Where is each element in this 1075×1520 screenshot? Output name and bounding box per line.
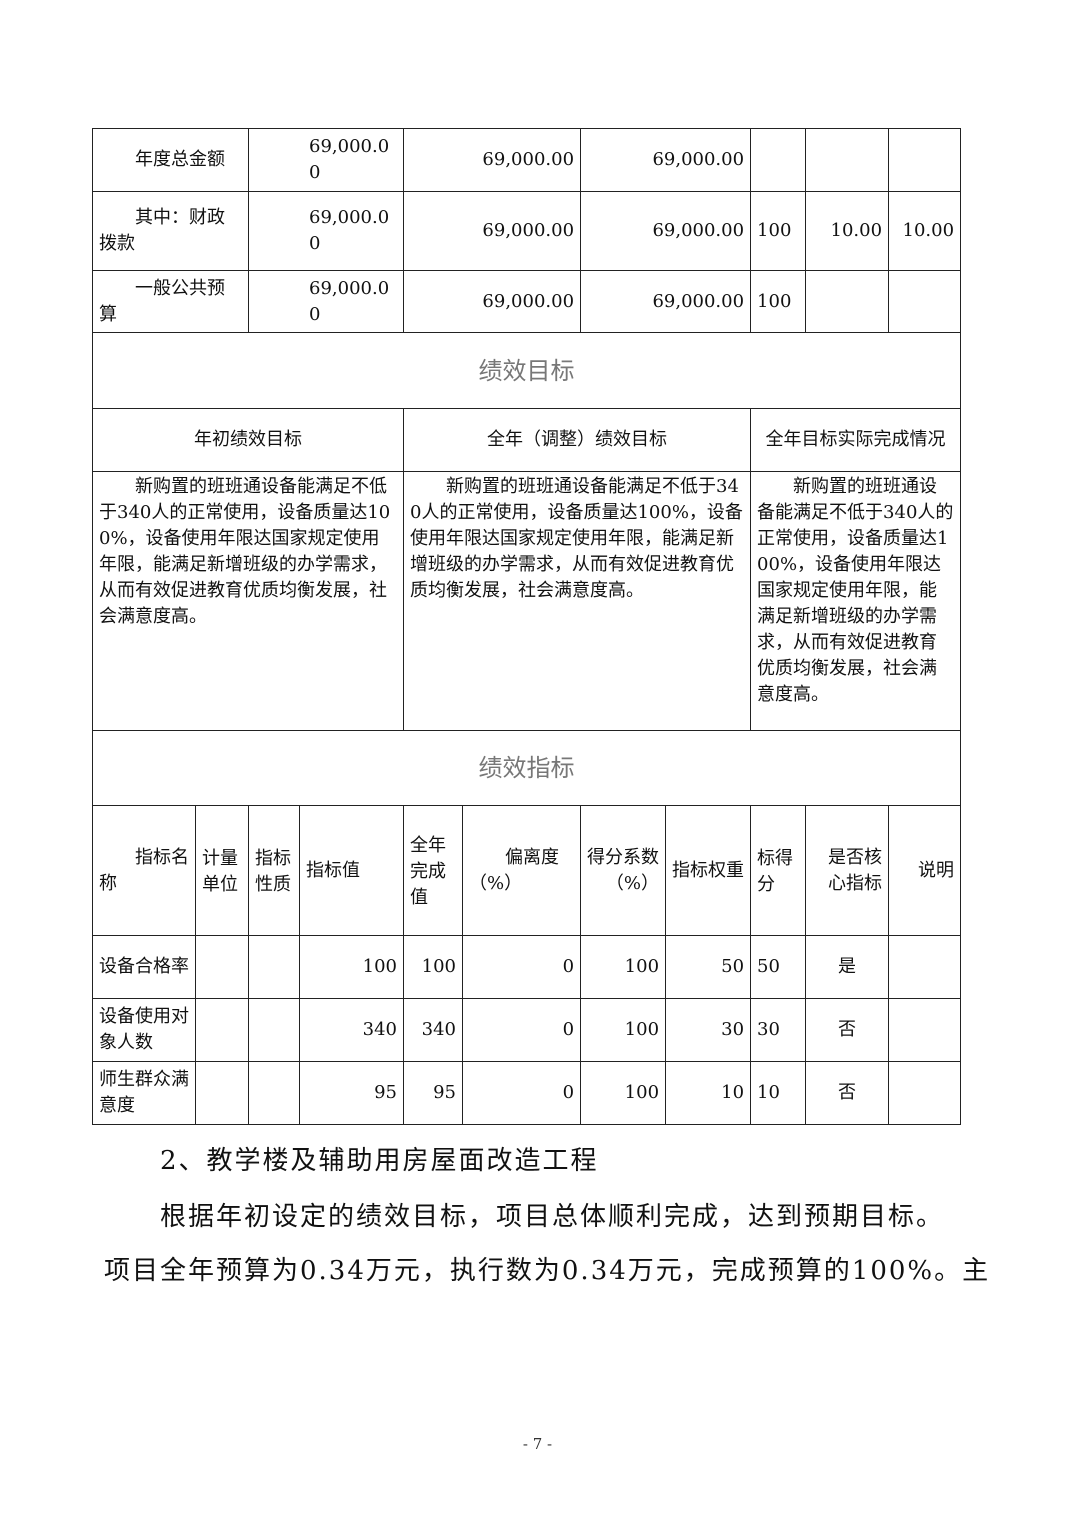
indicator-weight: 10	[665, 1061, 752, 1125]
indicator-actual: 340	[403, 998, 464, 1062]
score	[888, 128, 962, 192]
goal-text-actual: 新购置的班班通设备能满足不低于340人的正常使用，设备质量达100%，设备使用年…	[750, 471, 962, 731]
adjusted-budget: 69,000.00	[403, 270, 582, 333]
indicator-coef: 100	[580, 935, 667, 999]
indicator-header: 全年完成值	[403, 805, 464, 936]
goal-text-adjusted: 新购置的班班通设备能满足不低于340人的正常使用，设备质量达100%，设备使用年…	[403, 471, 752, 731]
executed-amount: 69,000.00	[580, 128, 752, 192]
indicator-header: 标得分	[750, 805, 807, 936]
indicator-nature	[248, 998, 300, 1062]
section-heading: 2、教学楼及辅助用房屋面改造工程	[160, 1146, 599, 1176]
execution-rate	[750, 128, 807, 192]
body-paragraph-line: 项目全年预算为0.34万元，执行数为0.34万元，完成预算的100%。主	[104, 1256, 991, 1286]
budget-row: 其中：财政拨款 69,000.00 69,000.00 69,000.00 100 10.…	[92, 191, 962, 271]
annual-budget: 69,000.00	[247, 128, 405, 192]
indicator-score: 30	[750, 998, 807, 1062]
indicator-header: 指标值	[298, 805, 405, 936]
indicator-header: 得分系数（%）	[580, 805, 667, 936]
indicator-score: 10	[750, 1061, 807, 1125]
indicator-note	[888, 998, 962, 1062]
indicator-coef: 100	[580, 1061, 667, 1125]
indicator-actual: 100	[403, 935, 464, 999]
indicator-note	[888, 1061, 962, 1125]
indicator-score: 50	[750, 935, 807, 999]
indicator-row: 设备使用对象人数 340 340 0 100 30 30 否	[92, 998, 962, 1062]
indicator-deviation: 0	[462, 998, 582, 1062]
indicator-unit	[195, 998, 249, 1062]
executed-amount: 69,000.00	[580, 191, 752, 271]
indicator-name: 设备使用对象人数	[92, 998, 196, 1062]
goal-header-adjusted: 全年（调整）绩效目标	[403, 408, 752, 472]
budget-row: 一般公共预算 69,000.00 69,000.00 69,000.00 100	[92, 270, 962, 333]
score-weight	[805, 270, 890, 333]
indicator-value: 100	[298, 935, 405, 999]
indicator-row: 设备合格率 100 100 0 100 50 50 是	[92, 935, 962, 999]
execution-rate: 100	[750, 191, 807, 271]
adjusted-budget: 69,000.00	[403, 191, 582, 271]
indicator-header: 指标权重	[665, 805, 752, 936]
indicator-core: 是	[805, 935, 890, 999]
goal-text-initial: 新购置的班班通设备能满足不低于340人的正常使用，设备质量达100%，设备使用年…	[91, 471, 405, 731]
indicator-actual: 95	[403, 1061, 464, 1125]
budget-row: 年度总金额 69,000.00 69,000.00 69,000.00	[92, 128, 962, 192]
indicator-name: 设备合格率	[92, 935, 196, 999]
indicator-unit	[195, 1061, 249, 1125]
executed-amount: 69,000.00	[580, 270, 752, 333]
indicator-value: 95	[298, 1061, 405, 1125]
budget-label: 其中：财政拨款	[92, 191, 249, 271]
goal-header-actual: 全年目标实际完成情况	[750, 408, 962, 472]
indicator-value: 340	[298, 998, 405, 1062]
indicator-header: 指标性质	[248, 805, 300, 936]
indicator-header: 计量单位	[195, 805, 249, 936]
indicator-header: 指标名称	[92, 805, 196, 936]
execution-rate: 100	[750, 270, 807, 333]
indicator-coef: 100	[580, 998, 667, 1062]
performance-table: 年度总金额 69,000.00 69,000.00 69,000.00 其中：财政拨款 6…	[91, 128, 962, 1125]
indicator-header: 偏离度（%）	[462, 805, 582, 936]
budget-label: 一般公共预算	[92, 270, 249, 333]
indicator-header: 是否核心指标	[805, 805, 890, 936]
indicator-nature	[248, 935, 300, 999]
page-number: - 7 -	[522, 1435, 553, 1453]
score: 10.00	[888, 191, 962, 271]
budget-label: 年度总金额	[92, 128, 249, 192]
indicator-core: 否	[805, 1061, 890, 1125]
score-weight	[805, 128, 890, 192]
score	[888, 270, 962, 333]
indicator-weight: 50	[665, 935, 752, 999]
indicator-deviation: 0	[462, 935, 582, 999]
indicator-name: 师生群众满意度	[92, 1061, 196, 1125]
indicator-nature	[248, 1061, 300, 1125]
indicator-core: 否	[805, 998, 890, 1062]
indicator-row: 师生群众满意度 95 95 0 100 10 10 否	[92, 1061, 962, 1125]
body-paragraph-line: 根据年初设定的绩效目标，项目总体顺利完成，达到预期目标。	[160, 1202, 945, 1232]
indicator-deviation: 0	[462, 1061, 582, 1125]
indicator-unit	[195, 935, 249, 999]
score-weight: 10.00	[805, 191, 890, 271]
annual-budget: 69,000.00	[247, 191, 405, 271]
annual-budget: 69,000.00	[247, 270, 405, 333]
indicator-note	[888, 935, 962, 999]
indicators-section-title: 绩效指标	[91, 730, 962, 806]
adjusted-budget: 69,000.00	[403, 128, 582, 192]
goal-header-initial: 年初绩效目标	[91, 408, 405, 472]
goals-section-title: 绩效目标	[91, 332, 962, 409]
indicator-header: 说明	[888, 805, 962, 936]
indicator-weight: 30	[665, 998, 752, 1062]
